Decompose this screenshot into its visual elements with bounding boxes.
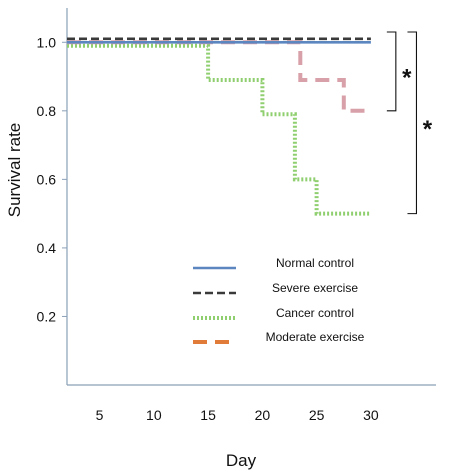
legend-label: Cancer control — [276, 306, 354, 320]
y-tick-label: 0.4 — [37, 240, 57, 256]
series-lines — [67, 37, 371, 216]
x-tick-label: 10 — [146, 407, 162, 423]
x-tick-label: 15 — [200, 407, 216, 423]
y-tick-label: 0.2 — [37, 308, 57, 324]
x-tick-label: 5 — [96, 407, 104, 423]
y-tick-label: 0.6 — [37, 171, 57, 187]
legend-label: Normal control — [276, 256, 354, 270]
legend: Normal control Severe exercise Cancer cont… — [193, 256, 365, 344]
significance-bracket — [407, 31, 418, 215]
x-tick-label: 20 — [255, 407, 271, 423]
x-tick-label: 30 — [363, 407, 379, 423]
y-axis-title: Survival rate — [5, 123, 24, 217]
x-tick-label: 25 — [309, 407, 325, 423]
significance-bracket — [386, 31, 397, 112]
significance-annotations: ** — [386, 31, 433, 215]
x-axis-title: Day — [226, 451, 257, 470]
significance-star: * — [402, 64, 412, 91]
significance-star: * — [423, 116, 433, 143]
legend-label: Moderate exercise — [266, 330, 365, 344]
y-tick-label: 1.0 — [37, 34, 57, 50]
series-line-moderate-exercise — [67, 40, 371, 113]
series-line-cancer-control — [67, 43, 371, 216]
axes — [66, 8, 436, 386]
tick-labels: 5 10 15 20 25 30 0.2 0.4 0.6 0.8 1.0 — [37, 34, 379, 423]
legend-label: Severe exercise — [272, 281, 358, 295]
y-tick-label: 0.8 — [37, 103, 57, 119]
